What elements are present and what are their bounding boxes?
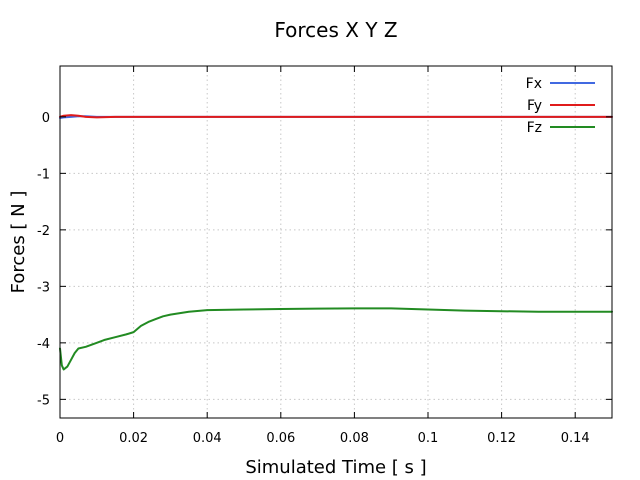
- legend-label-fx: Fx: [526, 76, 542, 92]
- y-tick-label: -2: [37, 224, 50, 239]
- legend-label-fz: Fz: [527, 120, 542, 136]
- y-tick-labels: 0 -1 -2 -3 -4 -5: [37, 111, 50, 409]
- x-tick-label: 0: [56, 431, 64, 446]
- legend: Fx Fy Fz: [526, 76, 595, 136]
- x-axis-label: Simulated Time [ s ]: [245, 457, 426, 478]
- y-axis-label: Forces [ N ]: [8, 191, 29, 294]
- y-tick-label: -1: [37, 167, 50, 182]
- x-tick-label: 0.1: [418, 431, 439, 446]
- axis-ticks: [59, 66, 612, 418]
- grid: [60, 66, 612, 418]
- chart-title: Forces X Y Z: [274, 18, 397, 42]
- series-lines: [59, 114, 613, 371]
- x-tick-label: 0.14: [561, 431, 590, 446]
- x-tick-label: 0.04: [193, 431, 222, 446]
- y-tick-label: -3: [37, 280, 50, 295]
- x-tick-labels: 0 0.02 0.04 0.06 0.08 0.1 0.12 0.14: [56, 431, 590, 446]
- y-tick-label: -4: [37, 337, 50, 352]
- plot-frame: [59, 65, 613, 419]
- y-tick-label: 0: [42, 111, 50, 126]
- x-tick-label: 0.06: [266, 431, 295, 446]
- y-tick-label: -5: [37, 393, 50, 408]
- legend-label-fy: Fy: [527, 98, 542, 114]
- series-line-fy: [59, 114, 613, 119]
- x-tick-label: 0.08: [340, 431, 369, 446]
- x-tick-label: 0.02: [119, 431, 148, 446]
- x-tick-label: 0.12: [487, 431, 516, 446]
- series-line-fz: [59, 307, 613, 371]
